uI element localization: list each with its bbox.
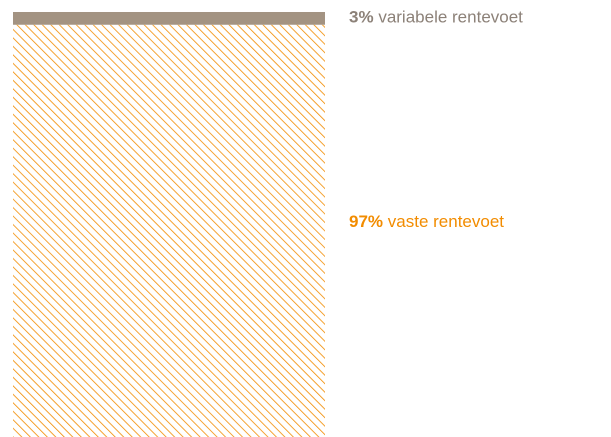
segment-label: 97% vaste rentevoet <box>349 212 504 231</box>
segment-label: 3% variabele rentevoet <box>349 8 523 27</box>
legend-label: vaste rentevoet <box>388 212 505 231</box>
bar-segment <box>13 24 325 437</box>
bar-segment <box>13 12 325 25</box>
legend-label: variabele rentevoet <box>378 8 523 27</box>
value-label: 97% <box>349 212 383 231</box>
value-label: 3% <box>349 8 374 27</box>
